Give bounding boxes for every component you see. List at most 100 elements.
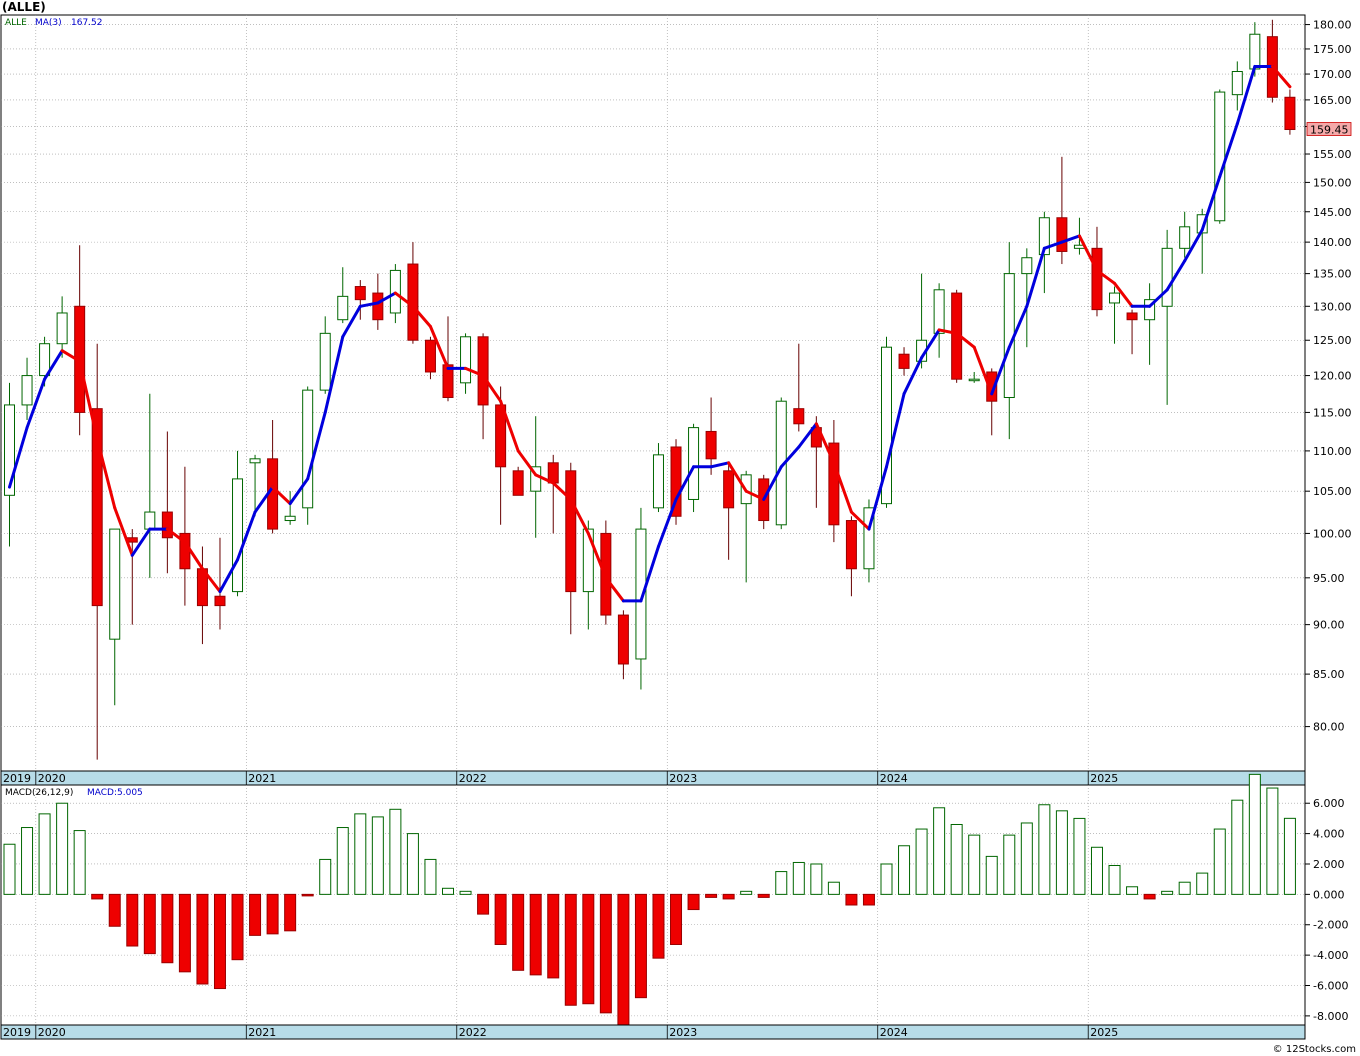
- ma-segment: [1095, 268, 1117, 285]
- candle-body-down: [1056, 217, 1068, 252]
- macd-tick-label: 2.000: [1313, 858, 1345, 871]
- candle: [758, 474, 770, 530]
- macd-bar-negative: [143, 893, 156, 955]
- candle: [4, 382, 15, 547]
- year-label: 2025: [1090, 772, 1118, 785]
- macd-bar-negative: [266, 893, 279, 935]
- macd-bar-positive: [1003, 834, 1016, 895]
- macd-bar-negative: [617, 893, 630, 1026]
- macd-bar-negative: [670, 893, 683, 945]
- ma-segment: [288, 477, 310, 506]
- macd-bar-positive: [3, 843, 16, 895]
- legend-ma-value: 167.52: [71, 18, 103, 28]
- candle-body-down: [705, 430, 717, 460]
- legend-symbol: ALLE: [5, 18, 27, 28]
- macd-bar-positive: [775, 871, 788, 895]
- ma-segment: [8, 426, 29, 489]
- macd-bar-positive: [985, 855, 998, 895]
- candle-body-down: [512, 470, 524, 496]
- macd-bar-positive: [915, 828, 928, 895]
- candle-body-up: [968, 378, 980, 382]
- ma-segment: [25, 377, 47, 430]
- candle: [1056, 156, 1068, 265]
- macd-tick-label: 4.000: [1313, 828, 1345, 841]
- price-tick-label: 145.00: [1313, 206, 1352, 219]
- ma-segment: [341, 304, 362, 339]
- macd-bar-negative: [108, 893, 121, 927]
- ma-segment: [1007, 304, 1029, 349]
- ma-segment: [569, 497, 590, 535]
- macd-bar-negative: [529, 893, 542, 976]
- candle-body-up: [1021, 257, 1033, 275]
- macd-bar-positive: [459, 890, 472, 895]
- ma-segment: [1025, 246, 1046, 308]
- candle: [793, 343, 805, 432]
- macd-bar-positive: [1108, 865, 1121, 895]
- macd-bar-negative: [196, 893, 209, 985]
- ma-segment: [323, 335, 345, 414]
- macd-bar-negative: [1143, 893, 1156, 900]
- candle: [109, 528, 121, 706]
- candle-body-down: [793, 408, 805, 425]
- candle-body-down: [898, 353, 910, 369]
- macd-bar-positive: [1126, 886, 1139, 895]
- ma-segment: [1218, 122, 1239, 179]
- macd-panel: 6.000 4.000 2.000 0.000 -2.000 -4.000 -6.000 -8…: [0, 773, 1348, 1026]
- macd-bar-positive: [1055, 810, 1068, 895]
- candle-body-down: [477, 336, 489, 406]
- year-labels-bottom: 2019 2020 2021 2022 2023 2024 2025: [3, 1025, 1118, 1039]
- candle-body-up: [1144, 299, 1156, 321]
- macd-bar-negative: [547, 893, 560, 979]
- macd-bar-positive: [442, 887, 454, 895]
- candle: [424, 336, 436, 380]
- macd-bar-negative: [862, 893, 875, 906]
- ma-segment: [656, 497, 678, 549]
- year-label: 2020: [38, 772, 66, 785]
- candle-body-up: [460, 336, 472, 384]
- year-labels-top: 2019 2020 2021 2022 2023 2024 2025: [3, 771, 1118, 785]
- candle-body-up: [863, 507, 875, 570]
- macd-legend-value: MACD:5.005: [87, 788, 143, 798]
- candle-body-up: [144, 511, 156, 530]
- candle: [863, 499, 875, 583]
- candle-body-up: [249, 458, 261, 464]
- candle: [302, 386, 314, 525]
- candle: [1161, 229, 1173, 405]
- macd-bars: [3, 773, 1296, 1026]
- ma-segment: [113, 506, 134, 557]
- candle-body-up: [1109, 292, 1121, 304]
- macd-bar-positive: [319, 858, 332, 895]
- candle-body-up: [284, 515, 296, 522]
- macd-bar-positive: [1283, 817, 1296, 895]
- year-label: 2023: [669, 772, 697, 785]
- year-label: 2022: [459, 772, 487, 785]
- ma-segment: [183, 540, 204, 571]
- candle: [354, 280, 366, 320]
- candle: [705, 397, 717, 475]
- candle-body-up: [1161, 247, 1173, 307]
- macd-bar-positive: [336, 827, 349, 895]
- ma-segment: [586, 531, 608, 580]
- candle: [828, 419, 840, 543]
- candle-body-up: [56, 312, 68, 345]
- macd-tick-label: -2.000: [1313, 919, 1348, 932]
- macd-bar-positive: [898, 845, 911, 895]
- macd-bar-positive: [1073, 817, 1086, 895]
- macd-bar-positive: [354, 813, 367, 895]
- macd-bar-positive: [406, 833, 419, 895]
- candle-body-down: [1091, 247, 1103, 311]
- ma-segment: [551, 481, 573, 501]
- candle: [1126, 309, 1138, 355]
- price-tick-label: 120.00: [1313, 370, 1352, 383]
- ma-segment: [428, 324, 450, 370]
- ma-segment: [920, 328, 941, 360]
- ma-segment: [393, 291, 415, 308]
- macd-bar-negative: [231, 893, 244, 961]
- ma-segment: [516, 449, 538, 477]
- price-tick-label: 110.00: [1313, 445, 1352, 458]
- macd-bar-negative: [477, 893, 490, 915]
- ma-segment: [1113, 281, 1134, 308]
- candle: [214, 537, 226, 630]
- ma-segment: [885, 392, 906, 469]
- candle: [1179, 211, 1191, 258]
